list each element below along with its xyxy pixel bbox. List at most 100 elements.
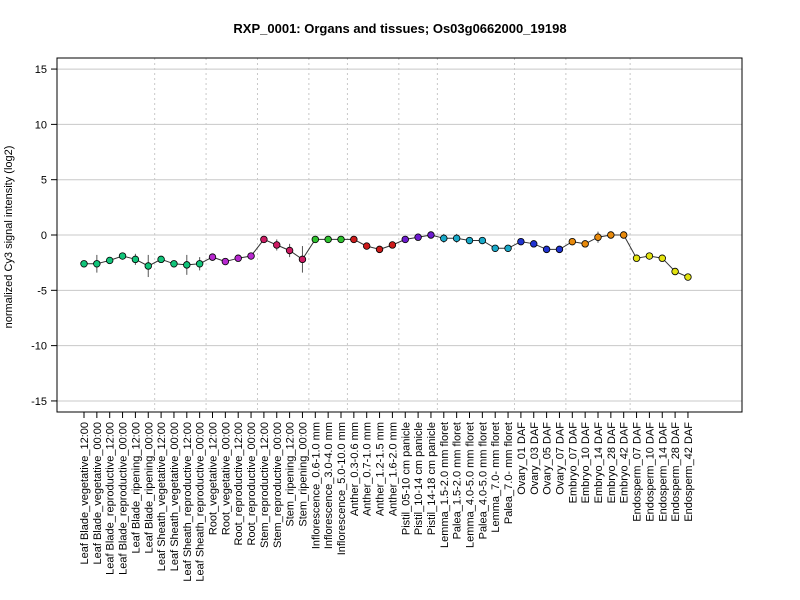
x-tick-label: Inflorescence_5.0-10.0 mm [336,422,348,555]
data-point [388,241,397,249]
data-point [105,256,114,265]
y-tick-label: 10 [35,119,47,131]
data-point [337,235,345,244]
x-tick-label: Stem_reproductive_12:00 [259,422,271,548]
data-point [555,245,564,254]
data-point [157,255,165,264]
x-tick-label: Pistil_10-14 cm panicle [413,422,425,535]
x-tick-label: Pistil_14-18 cm panicle [426,422,438,535]
y-tick-label: 15 [35,64,47,76]
data-point [581,240,589,248]
data-point [452,234,461,243]
grid [57,58,742,412]
x-tick-label: Leaf Sheath_reproductive_12:00 [182,422,194,582]
data-point [671,267,679,276]
x-tick-label: Lemma_7.0- mm floret [490,422,502,533]
data-point [594,233,602,241]
x-tick-label: Leaf Blade_reproductive_00:00 [118,422,130,575]
x-tick-label: Inflorescence_3.0-4.0 mm [323,422,335,549]
x-tick-label: Ovary_03 DAF [529,422,541,495]
x-tick-label: Root_vegetative_00:00 [220,422,232,535]
x-tick-label: Lemma_4.0-5.0 mm floret [465,422,477,548]
y-tick-label: 5 [41,175,47,187]
data-point [363,242,371,250]
x-tick-label: Root_reproductive_12:00 [233,422,245,546]
data-point [401,235,409,244]
data-point [221,257,230,266]
y-axis: -15 -10 -5 0 5 10 15 [31,64,58,408]
x-tick-label: Embryo_10 DAF [580,422,592,504]
y-tick-label: -15 [31,396,47,408]
x-tick-label: Anther_1.6-2.0 mm [387,422,399,516]
x-tick-label: Leaf Blade_ripening_12:00 [130,422,142,554]
series-line [84,234,689,278]
data-point [144,262,152,270]
data-point [260,235,268,244]
data-point [247,252,255,260]
y-tick-label: -5 [37,285,47,297]
x-tick-label: Leaf Blade_vegetative_12:00 [79,422,91,565]
data-point [504,244,512,252]
x-tick-label: Endosperm_07 DAF [632,422,644,522]
data-point [208,253,217,261]
data-point [93,260,101,268]
data-point [195,260,204,268]
x-tick-label: Leaf Sheath_vegetative_12:00 [156,422,168,571]
x-tick-label: Leaf Blade_ripening_00:00 [143,422,155,554]
data-point [542,245,551,254]
data-point [311,235,319,244]
data-point [183,261,191,269]
x-tick-label: Embryo_14 DAF [593,422,605,504]
y-tick-label: 0 [41,230,47,242]
x-tick-label: Endosperm_28 DAF [670,422,682,522]
x-tick-label: Endosperm_10 DAF [644,422,656,522]
data-point [80,260,88,268]
x-tick-label: Root_vegetative_12:00 [208,422,220,535]
data-point [530,240,538,248]
x-tick-label: Stem_reproductive_00:00 [272,422,284,548]
data-point [375,245,384,254]
x-tick-label: Ovary_07 DAF [554,422,566,495]
data-points [80,231,692,281]
data-point [684,273,692,281]
data-point [118,252,127,260]
x-tick-label: Leaf Blade_reproductive_12:00 [105,422,117,575]
x-tick-label: Embryo_42 DAF [619,422,631,504]
chart-title: RXP_0001: Organs and tissues; Os03g06620… [233,21,566,36]
x-tick-label: Stem_ripening_00:00 [297,422,309,527]
data-point [517,237,525,246]
x-tick-label: Anther_0.3-0.6 mm [349,422,361,516]
data-point [658,254,666,262]
data-point [465,236,474,245]
x-tick-label: Endosperm_42 DAF [683,422,695,522]
x-tick-label: Leaf Sheath_vegetative_00:00 [169,422,181,571]
x-tick-label: Endosperm_14 DAF [657,422,669,522]
x-tick-label: Lemma_1.5-2.0 mm floret [439,422,451,548]
data-point [620,231,628,239]
x-tick-label: Anther_1.2-1.5 mm [375,422,387,516]
x-tick-label: Ovary_05 DAF [542,422,554,495]
x-tick-label: Pistil_05-10 cm panicle [400,422,412,535]
x-tick-label: Embryo_07 DAF [567,422,579,504]
data-point [414,233,422,241]
x-tick-label: Stem_ripening_12:00 [285,422,297,527]
x-tick-label: Palea_7.0- mm floret [503,422,515,524]
data-point [298,255,307,264]
data-point [645,252,654,260]
x-tick-label: Palea_4.0-5.0 mm floret [477,422,489,539]
data-point [131,255,140,264]
series-polyline [84,234,689,278]
data-point [234,254,242,262]
x-axis: Leaf Blade_vegetative_12:00 Leaf Blade_ve… [79,411,695,582]
data-point [273,241,281,249]
x-tick-label: Inflorescence_0.6-1.0 mm [310,422,322,549]
data-point [440,234,448,243]
data-point [170,260,178,268]
data-point [491,244,499,252]
data-point [350,235,358,244]
data-point [285,246,294,255]
x-tick-label: Anther_0.7-1.0 mm [362,422,374,516]
x-tick-label: Leaf Sheath_reproductive_00:00 [195,422,207,582]
y-axis-label: normalized Cy3 signal intensity (log2) [3,146,15,329]
